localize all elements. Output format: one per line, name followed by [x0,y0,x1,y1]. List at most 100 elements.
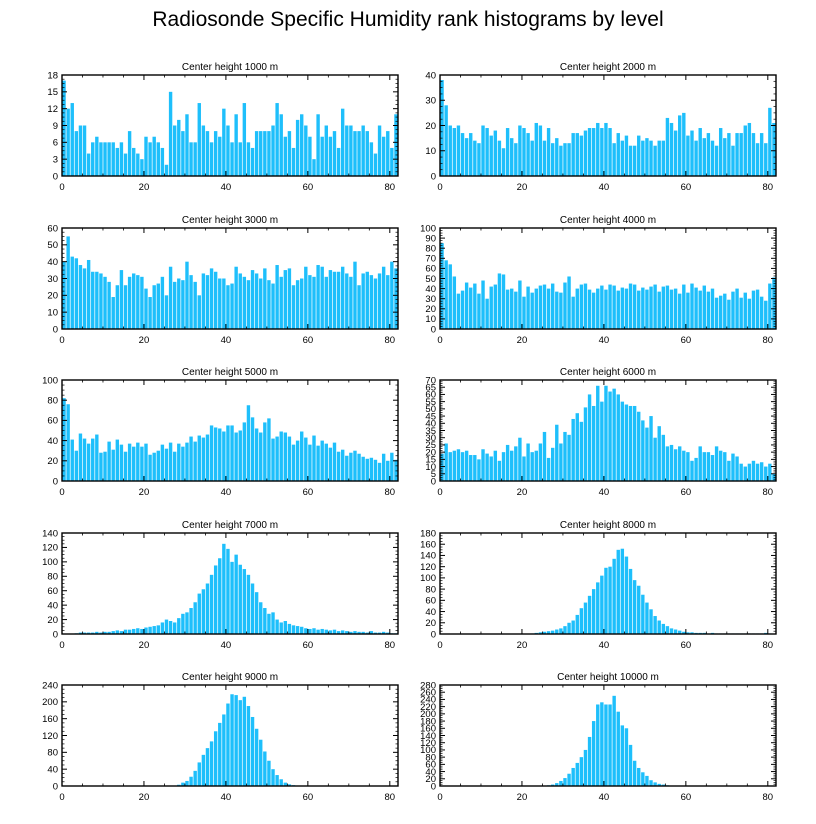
x-tick-label: 80 [385,640,396,651]
histogram-bar [127,276,132,329]
histogram-bar [690,632,694,634]
histogram-bar [600,575,604,634]
histogram-bar [316,114,320,176]
y-tick-label: 50 [425,404,436,415]
histogram-bar [201,273,206,329]
histogram-bar [394,268,398,329]
histogram-bar [669,289,674,329]
histogram-bar [291,285,296,329]
histogram-bar [312,628,316,634]
histogram-bar [132,147,136,176]
histogram-bar [320,628,324,634]
panel-title: Center height 2000 m [560,62,656,73]
histogram-bar [82,268,87,329]
histogram-bar [731,291,735,329]
histogram-bar [361,631,365,634]
x-tick-label: 0 [437,335,442,346]
histogram-bar [632,284,637,329]
histogram-bar [657,291,661,329]
histogram-bar [759,462,764,481]
y-tick-label: 60 [47,416,58,427]
histogram-bar [250,270,255,329]
histogram-bar [522,296,526,329]
histogram-bar [230,694,234,786]
histogram-bar [567,143,571,176]
histogram-bar [645,289,649,329]
x-tick-label: 20 [517,335,528,346]
histogram-bar [579,757,584,786]
histogram-bar [682,112,686,177]
y-tick-label: 240 [42,680,58,691]
y-tick-label: 0 [53,476,58,487]
histogram-bar [628,283,633,329]
histogram-bar [546,457,551,481]
histogram-bar [86,153,91,176]
histogram-bar [324,443,328,481]
histogram-bar [148,142,152,176]
histogram-bar [308,628,312,634]
histogram-bar [657,140,661,176]
histogram-bar [522,456,526,481]
histogram-bar [197,435,201,481]
histogram-bar [377,462,382,481]
histogram-bar [271,769,275,786]
x-tick-label: 60 [681,487,692,498]
histogram-bar [193,281,197,329]
histogram-bar [456,293,461,329]
histogram-bar [242,422,247,481]
histogram-bar [718,295,723,329]
histogram-bar [308,444,312,481]
histogram-bar [259,432,263,481]
x-tick-label: 60 [303,335,314,346]
histogram-bar [295,626,300,634]
x-tick-label: 40 [599,487,610,498]
histogram-bar [448,264,452,329]
histogram-bar [583,602,588,634]
histogram-bar [144,288,148,329]
y-tick-label: 80 [425,752,436,763]
histogram-bar [263,268,267,329]
y-tick-label: 60 [425,596,436,607]
y-tick-label: 30 [425,294,436,305]
y-tick-label: 140 [420,731,436,742]
histogram-bar [682,284,686,329]
histogram-bar [95,271,99,329]
histogram-bar [267,418,271,481]
panel-title: Center height 6000 m [560,367,656,378]
histogram-bar [353,131,357,176]
y-tick-label: 60 [425,760,436,771]
histogram-bar [518,125,522,176]
histogram-bar [148,454,152,481]
histogram-bar [259,602,263,634]
histogram-bar [300,431,304,481]
histogram-bar [637,767,641,786]
histogram-bar [148,626,152,634]
x-tick-label: 0 [437,182,442,193]
histogram-bar [550,784,555,786]
histogram-bar [702,452,706,481]
histogram-bar [91,438,95,481]
histogram-bar [226,125,230,176]
x-tick-label: 20 [517,182,528,193]
histogram-bar [82,125,87,176]
histogram-bar [287,268,292,329]
histogram-bar [657,620,661,634]
main-title: Radiosonde Specific Humidity rank histog… [152,8,664,31]
histogram-bar [172,622,177,634]
y-tick-label: 220 [420,702,436,713]
histogram-bar [119,631,124,634]
panel-title: Center height 7000 m [182,520,278,531]
histogram-bar [735,288,739,329]
x-tick-label: 80 [385,182,396,193]
histogram-bar [616,394,620,481]
y-tick-label: 200 [42,697,58,708]
histogram-panel: Center height 10000 m0 20 40 60 800204060801… [420,672,777,803]
histogram-bar [587,128,592,176]
histogram-bar [514,143,518,176]
y-tick-label: 20 [47,291,58,302]
histogram-bar [271,438,275,481]
histogram-bar [559,443,563,481]
histogram-bar [242,276,247,329]
histogram-bar [608,704,612,786]
histogram-bar [369,457,374,481]
